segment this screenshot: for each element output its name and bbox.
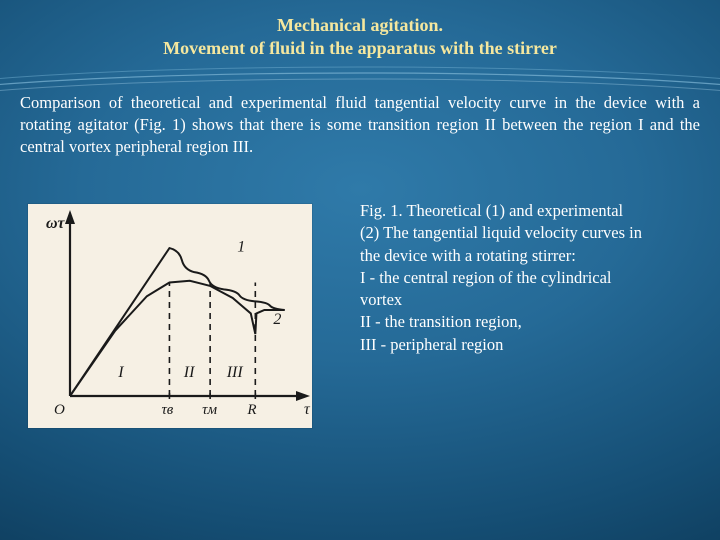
caption-line: Fig. 1. Theoretical (1) and experimental [360, 201, 623, 220]
caption-line: III - peripheral region [360, 335, 503, 354]
svg-text:II: II [183, 364, 195, 381]
svg-text:τв: τв [161, 402, 173, 418]
title-line-2: Movement of fluid in the apparatus with … [20, 37, 700, 60]
svg-text:III: III [226, 364, 244, 381]
svg-text:τм: τм [202, 402, 217, 418]
figure-caption: Fig. 1. Theoretical (1) and experimental… [360, 200, 700, 356]
title-line-1: Mechanical agitation. [20, 14, 700, 37]
slide-title: Mechanical agitation. Movement of fluid … [0, 14, 720, 59]
svg-text:O: O [54, 402, 65, 418]
svg-text:ωτ: ωτ [46, 215, 65, 232]
slide: Mechanical agitation. Movement of fluid … [0, 0, 720, 540]
caption-line: the device with a rotating stirrer: [360, 246, 576, 265]
svg-text:I: I [117, 364, 124, 381]
caption-line: vortex [360, 290, 402, 309]
caption-line: II - the transition region, [360, 312, 522, 331]
svg-text:R: R [246, 402, 256, 418]
svg-text:τ: τ [304, 401, 311, 418]
figure-1: ωττOτвτмRIIIIII12 [28, 204, 312, 428]
svg-text:1: 1 [237, 239, 245, 256]
caption-line: (2) The tangential liquid velocity curve… [360, 223, 642, 242]
caption-line: I - the central region of the cylindrica… [360, 268, 612, 287]
svg-text:2: 2 [273, 311, 281, 328]
velocity-chart: ωττOτвτмRIIIIII12 [28, 204, 312, 428]
body-paragraph: Comparison of theoretical and experiment… [20, 92, 700, 157]
